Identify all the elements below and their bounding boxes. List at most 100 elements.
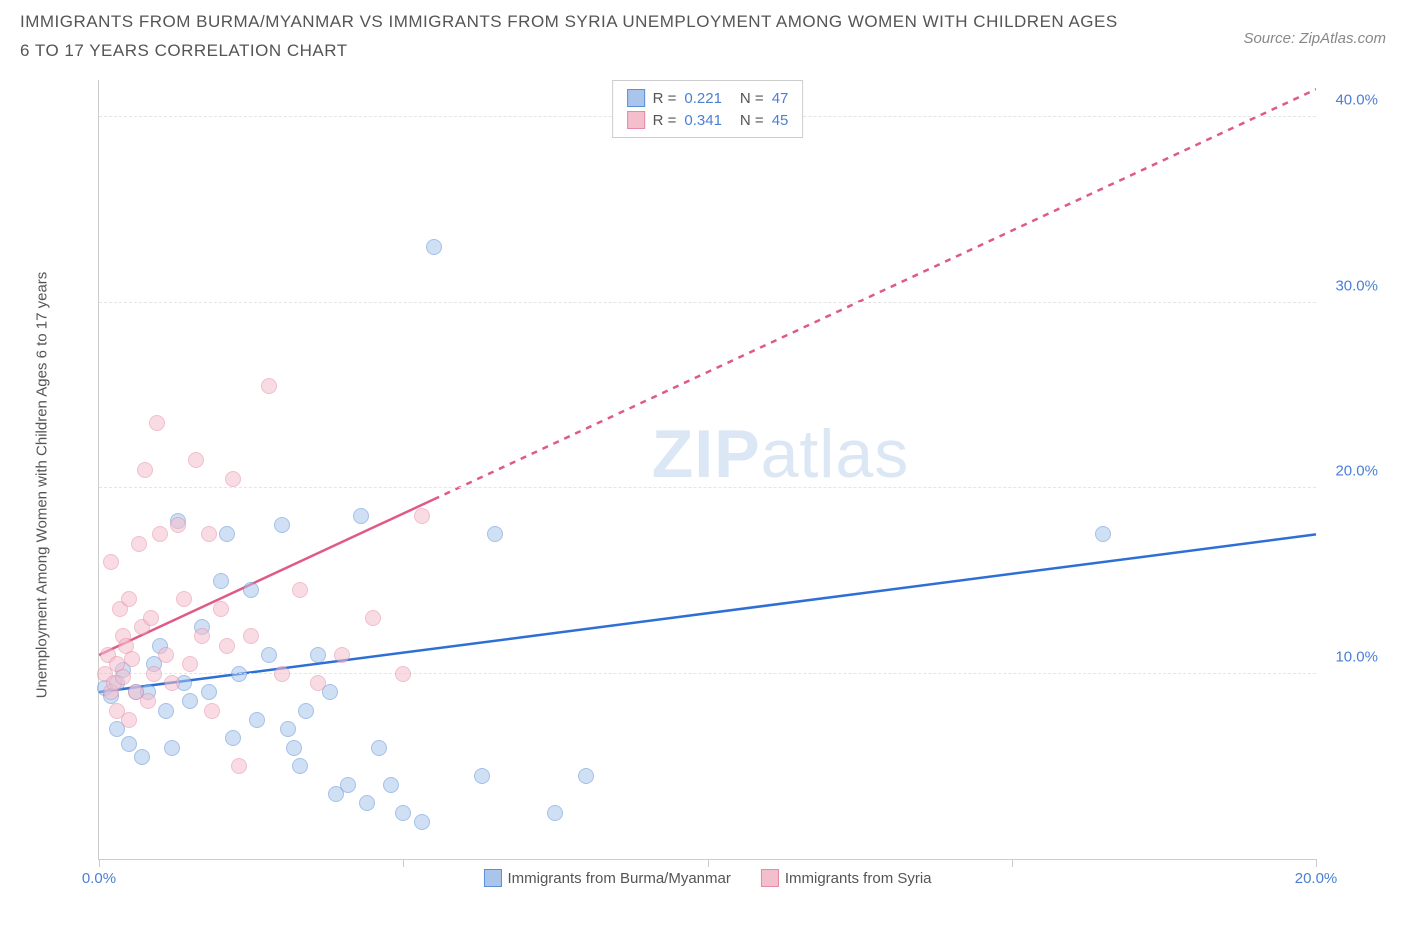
scatter-point	[426, 239, 442, 255]
legend-r-label: R =	[653, 90, 677, 107]
watermark-atlas: atlas	[761, 416, 910, 492]
y-tick-label: 30.0%	[1335, 277, 1378, 294]
scatter-point	[188, 452, 204, 468]
scatter-point	[395, 805, 411, 821]
scatter-point	[249, 712, 265, 728]
scatter-point	[334, 647, 350, 663]
scatter-point	[137, 462, 153, 478]
scatter-point	[414, 814, 430, 830]
scatter-point	[298, 703, 314, 719]
scatter-point	[176, 591, 192, 607]
scatter-point	[143, 610, 159, 626]
legend-swatch	[627, 111, 645, 129]
x-tick	[708, 859, 709, 867]
trendlines-svg	[99, 80, 1316, 859]
legend-n-label: N =	[740, 90, 764, 107]
scatter-point	[149, 415, 165, 431]
legend-n-label: N =	[740, 112, 764, 129]
scatter-point	[243, 628, 259, 644]
legend-series-label: Immigrants from Syria	[785, 870, 932, 887]
scatter-point	[243, 582, 259, 598]
scatter-point	[1095, 526, 1111, 542]
legend-r-value: 0.221	[684, 90, 722, 107]
legend-series: Immigrants from Burma/Myanmar Immigrants …	[483, 869, 931, 887]
legend-n-value: 47	[772, 90, 789, 107]
scatter-point	[182, 693, 198, 709]
x-tick-label: 20.0%	[1295, 870, 1338, 887]
scatter-point	[365, 610, 381, 626]
scatter-point	[158, 647, 174, 663]
watermark-zip: ZIP	[652, 416, 761, 492]
chart-area: Unemployment Among Women with Children A…	[60, 80, 1386, 890]
scatter-point	[359, 795, 375, 811]
scatter-point	[310, 675, 326, 691]
scatter-point	[371, 740, 387, 756]
scatter-point	[547, 805, 563, 821]
y-axis-label: Unemployment Among Women with Children A…	[34, 272, 51, 699]
legend-swatch	[627, 89, 645, 107]
x-tick	[1012, 859, 1013, 867]
watermark: ZIPatlas	[652, 415, 909, 493]
scatter-point	[182, 656, 198, 672]
x-tick	[99, 859, 100, 867]
scatter-point	[474, 768, 490, 784]
y-tick-label: 40.0%	[1335, 92, 1378, 109]
scatter-point	[134, 749, 150, 765]
scatter-point	[395, 666, 411, 682]
legend-series-label: Immigrants from Burma/Myanmar	[507, 870, 730, 887]
scatter-point	[219, 526, 235, 542]
scatter-point	[487, 526, 503, 542]
x-tick-label: 0.0%	[82, 870, 116, 887]
legend-stat-row: R = 0.221 N = 47	[627, 87, 789, 109]
scatter-point	[231, 758, 247, 774]
scatter-point	[194, 628, 210, 644]
scatter-point	[158, 703, 174, 719]
y-tick-label: 10.0%	[1335, 648, 1378, 665]
scatter-point	[140, 693, 156, 709]
plot-region: R =0.221N =47R =0.341N =45 ZIPatlas Immi…	[98, 80, 1316, 860]
scatter-point	[219, 638, 235, 654]
x-tick	[403, 859, 404, 867]
legend-r-label: R =	[653, 112, 677, 129]
legend-stats: R = 0.221 N = 47 R = 0.341 N = 45	[612, 80, 804, 138]
scatter-point	[121, 591, 137, 607]
scatter-point	[103, 554, 119, 570]
gridline	[99, 302, 1316, 303]
scatter-point	[578, 768, 594, 784]
legend-series-item: Immigrants from Burma/Myanmar	[483, 869, 730, 887]
scatter-point	[261, 378, 277, 394]
scatter-point	[225, 471, 241, 487]
gridline	[99, 487, 1316, 488]
scatter-point	[152, 526, 168, 542]
scatter-point	[124, 651, 140, 667]
legend-r-value: 0.341	[684, 112, 722, 129]
scatter-point	[225, 730, 241, 746]
scatter-point	[383, 777, 399, 793]
scatter-point	[204, 703, 220, 719]
scatter-point	[201, 684, 217, 700]
scatter-point	[115, 669, 131, 685]
scatter-point	[170, 517, 186, 533]
chart-title: IMMIGRANTS FROM BURMA/MYANMAR VS IMMIGRA…	[20, 8, 1120, 66]
scatter-point	[131, 536, 147, 552]
scatter-point	[146, 666, 162, 682]
source-label: Source: ZipAtlas.com	[1243, 30, 1386, 47]
scatter-point	[274, 517, 290, 533]
legend-series-item: Immigrants from Syria	[761, 869, 932, 887]
y-tick-label: 20.0%	[1335, 463, 1378, 480]
scatter-point	[340, 777, 356, 793]
scatter-point	[121, 712, 137, 728]
scatter-point	[414, 508, 430, 524]
legend-swatch	[483, 869, 501, 887]
scatter-point	[286, 740, 302, 756]
scatter-point	[121, 736, 137, 752]
scatter-point	[310, 647, 326, 663]
legend-stat-row: R = 0.341 N = 45	[627, 109, 789, 131]
scatter-point	[280, 721, 296, 737]
legend-n-value: 45	[772, 112, 789, 129]
scatter-point	[231, 666, 247, 682]
scatter-point	[292, 582, 308, 598]
scatter-point	[292, 758, 308, 774]
scatter-point	[274, 666, 290, 682]
legend-swatch	[761, 869, 779, 887]
